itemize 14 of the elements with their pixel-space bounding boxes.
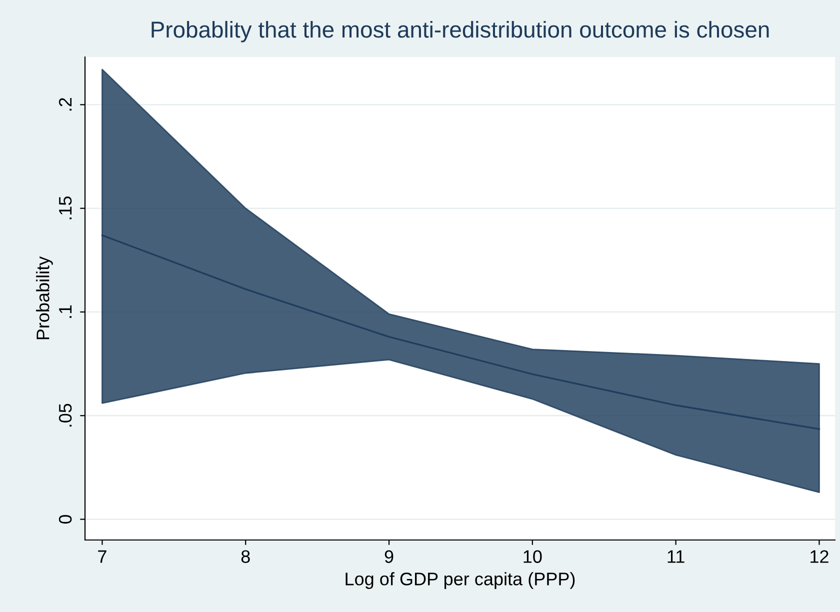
y-tick-label: .1 bbox=[59, 305, 72, 318]
x-tick-label: 11 bbox=[668, 550, 684, 563]
x-tick-label: 7 bbox=[98, 550, 106, 563]
x-tick-label: 8 bbox=[241, 550, 250, 563]
x-tick-label: 10 bbox=[524, 550, 542, 563]
x-tick-label: 12 bbox=[810, 550, 828, 563]
chart-title: Probablity that the most anti-redistribution outcome is chosen bbox=[152, 20, 769, 42]
x-tick-label: 9 bbox=[384, 550, 394, 563]
y-axis-title: Probability bbox=[36, 256, 53, 340]
y-tick-label: 0 bbox=[58, 514, 72, 524]
y-tick-label: .2 bbox=[58, 98, 72, 111]
y-tick-label: .05 bbox=[58, 404, 72, 427]
y-tick-label: .15 bbox=[59, 196, 72, 220]
x-axis-title: Log of GDP per capita (PPP) bbox=[346, 572, 575, 589]
